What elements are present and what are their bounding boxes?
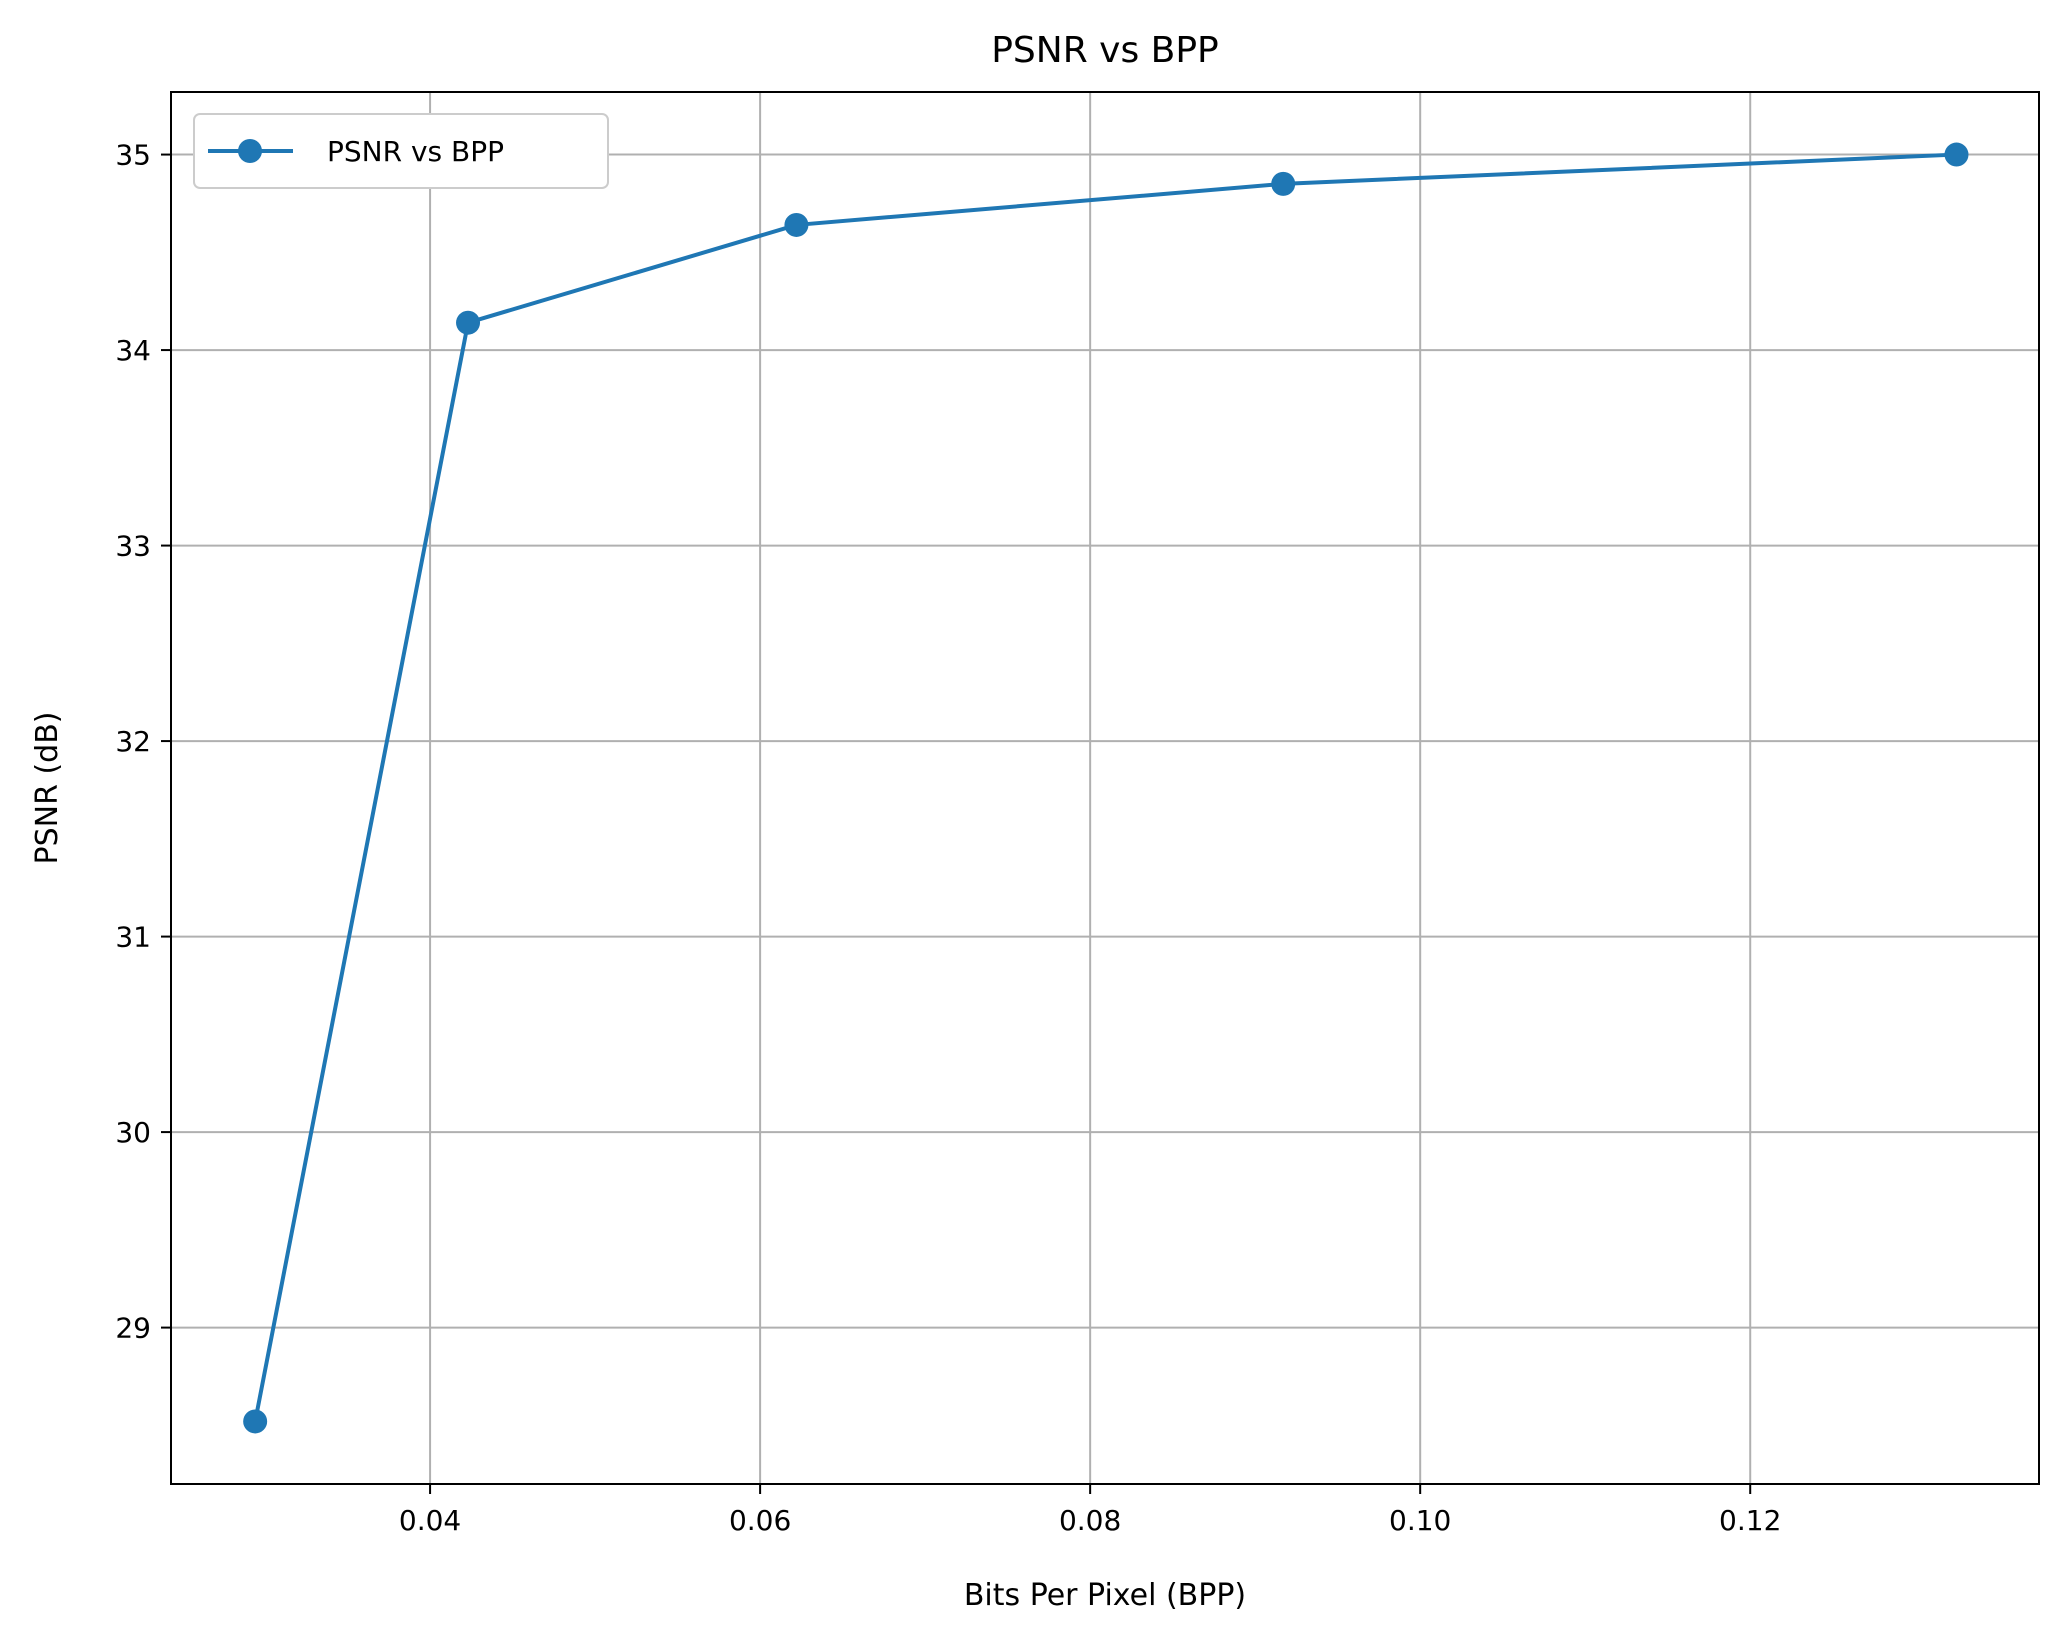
legend-box	[193, 113, 609, 189]
data-point	[1944, 142, 1969, 167]
y-tick-label: 30	[115, 1116, 151, 1149]
legend: PSNR vs BPP	[193, 113, 609, 189]
data-point	[243, 1409, 268, 1434]
chart-title: PSNR vs BPP	[991, 30, 1219, 71]
x-tick-label: 0.10	[1389, 1504, 1451, 1537]
y-tick-label: 32	[115, 725, 151, 758]
plot-frame	[170, 91, 2040, 1485]
y-tick-label: 34	[115, 334, 151, 367]
series-layer	[243, 142, 1969, 1434]
grid-layer	[171, 92, 2039, 1484]
data-point	[784, 212, 809, 237]
data-point	[1271, 171, 1296, 196]
series-line	[253, 152, 1957, 1422]
y-axis-label: PSNR (dB)	[30, 712, 65, 865]
legend-marker-swatch	[238, 139, 262, 163]
y-tick-label: 31	[115, 921, 151, 954]
y-tick-label: 33	[115, 530, 151, 563]
legend-label: PSNR vs BPP	[327, 135, 504, 168]
x-axis-label: Bits Per Pixel (BPP)	[964, 1578, 1246, 1613]
x-tick-label: 0.04	[399, 1504, 461, 1537]
data-point	[456, 310, 481, 335]
ticks-layer: 0.04 0.06 0.08 0.10 0.12 29 30 31 32 33 34 35	[115, 139, 1781, 1537]
y-tick-label: 29	[115, 1312, 151, 1345]
x-tick-label: 0.12	[1719, 1504, 1781, 1537]
x-tick-label: 0.08	[1059, 1504, 1121, 1537]
y-tick-label: 35	[115, 139, 151, 172]
x-tick-label: 0.06	[729, 1504, 791, 1537]
